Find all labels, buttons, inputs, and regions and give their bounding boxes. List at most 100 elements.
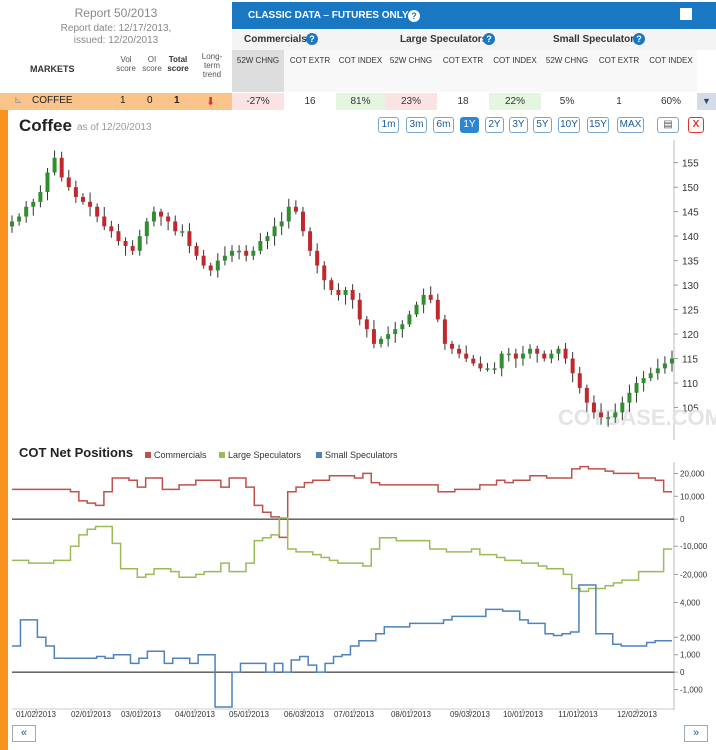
candle-body [570,358,575,374]
total-score: 1 [174,95,180,106]
chevron-down-icon[interactable]: ▼ [697,93,716,110]
candle-body [620,402,625,413]
help-icon[interactable]: ? [408,10,420,22]
y-tick-label: -1,000 [680,686,703,695]
y-tick-label: 130 [682,281,699,292]
table-row[interactable]: ⊾ COFFEE 1 0 1 ⬇ -27% 16 81% 23% 18 22% … [0,93,716,110]
candle-body [144,221,149,237]
series-line [12,584,672,708]
y-tick-label: 10,000 [680,492,705,501]
close-button[interactable]: X [688,117,704,133]
candle-body [137,236,142,251]
candle-body [315,250,320,266]
candle-body [109,226,114,232]
candle-body [173,221,178,232]
sub-header[interactable]: COT EXTR [593,50,645,92]
sub-header[interactable]: COT EXTR [437,50,489,92]
candle-body [662,363,667,369]
print-icon[interactable] [680,8,692,20]
candle-body [130,245,135,251]
x-tick-label: 07/01/2013 [334,710,375,719]
help-icon[interactable]: ? [633,33,645,45]
sub-header[interactable]: 52W CHNG [385,50,437,92]
candle-body [435,299,440,320]
nav-prev-button[interactable]: « [12,725,36,742]
x-tick-label: 09/03/2013 [450,710,491,719]
candle-body [577,373,582,388]
candle-body [520,353,525,359]
range-button[interactable]: 3Y [509,117,528,133]
nav-next-button[interactable]: » [684,725,708,742]
x-tick-label: 08/01/2013 [391,710,432,719]
candle-body [478,363,483,369]
candle-body [215,260,220,271]
value-cell: 18 [437,93,489,110]
candle-body [308,231,313,251]
candle-body [641,378,646,384]
value-cell: 5% [541,93,593,110]
candle-body [627,392,632,403]
range-button[interactable]: 1m [378,117,399,133]
x-tick-label: 05/01/2013 [229,710,270,719]
market-name[interactable]: COFFEE [32,95,73,106]
help-icon[interactable]: ? [483,33,495,45]
range-button[interactable]: 1Y [460,117,479,133]
range-button[interactable]: 2Y [485,117,504,133]
sub-header[interactable]: COT INDEX [645,50,697,92]
candle-body [499,353,504,369]
candle-body [237,250,242,253]
candle-body [421,294,426,305]
candle-body [102,216,107,227]
y-tick-label: 145 [682,208,699,219]
sub-header[interactable]: COT EXTR [284,50,336,92]
legend-commercials: Commercials [145,450,207,460]
candle-body [222,255,227,261]
classic-data-bar: CLASSIC DATA – FUTURES ONLY ? [232,2,716,29]
range-button[interactable]: MAX [617,117,644,133]
selection-bar [0,110,8,750]
candle-body [180,231,185,233]
candle-body [52,157,57,173]
range-button[interactable]: 15Y [587,117,609,133]
candle-body [38,192,43,202]
sub-header[interactable]: COT INDEX [489,50,541,92]
help-icon[interactable]: ? [306,33,318,45]
series-line [12,517,672,593]
candle-body [116,231,121,242]
candle-body [244,250,249,256]
legend-small-speculators: Small Speculators [316,450,398,460]
y-tick-label: 110 [682,379,698,390]
candle-body [464,353,469,359]
candle-body [45,172,50,193]
candle-body [208,265,213,271]
candle-body [187,231,192,246]
value-cell: 16 [284,93,336,110]
range-button[interactable]: 3m [406,117,427,133]
sub-header[interactable]: 52W CHNG [232,50,284,92]
candle-body [343,290,348,295]
candle-body [10,221,14,227]
range-button[interactable]: 6m [433,117,454,133]
report-header: Report 50/2013 Report date: 12/17/2013, … [0,0,232,93]
candle-body [300,211,305,232]
legend-swatch [145,452,151,458]
cot-chart: 0 10,000 20,000 -10,000 -20,000 4,000 2,000 1,0… [12,462,708,719]
x-tick-label: 02/01/2013 [71,710,112,719]
classic-data-title: CLASSIC DATA – FUTURES ONLY [248,10,409,21]
candle-body [442,319,447,344]
candle-body [599,412,604,418]
value-cell: 60% [645,93,697,110]
legend-large-speculators: Large Speculators [219,450,301,460]
x-tick-label: 04/01/2013 [175,710,216,719]
group-large-speculators: Large Speculators ? [385,30,541,50]
range-button[interactable]: 10Y [558,117,580,133]
sub-header[interactable]: 52W CHNG [541,50,593,92]
range-button[interactable]: 5Y [533,117,552,133]
candle-body [648,373,653,379]
report-date: Report date: 12/17/2013, [60,23,172,34]
sub-header[interactable]: COT INDEX [336,50,385,92]
candle-body [286,206,291,222]
candle-body [563,348,568,359]
trend-down-icon: ⬇ [206,96,216,108]
print-icon[interactable]: ▤ [657,117,679,133]
